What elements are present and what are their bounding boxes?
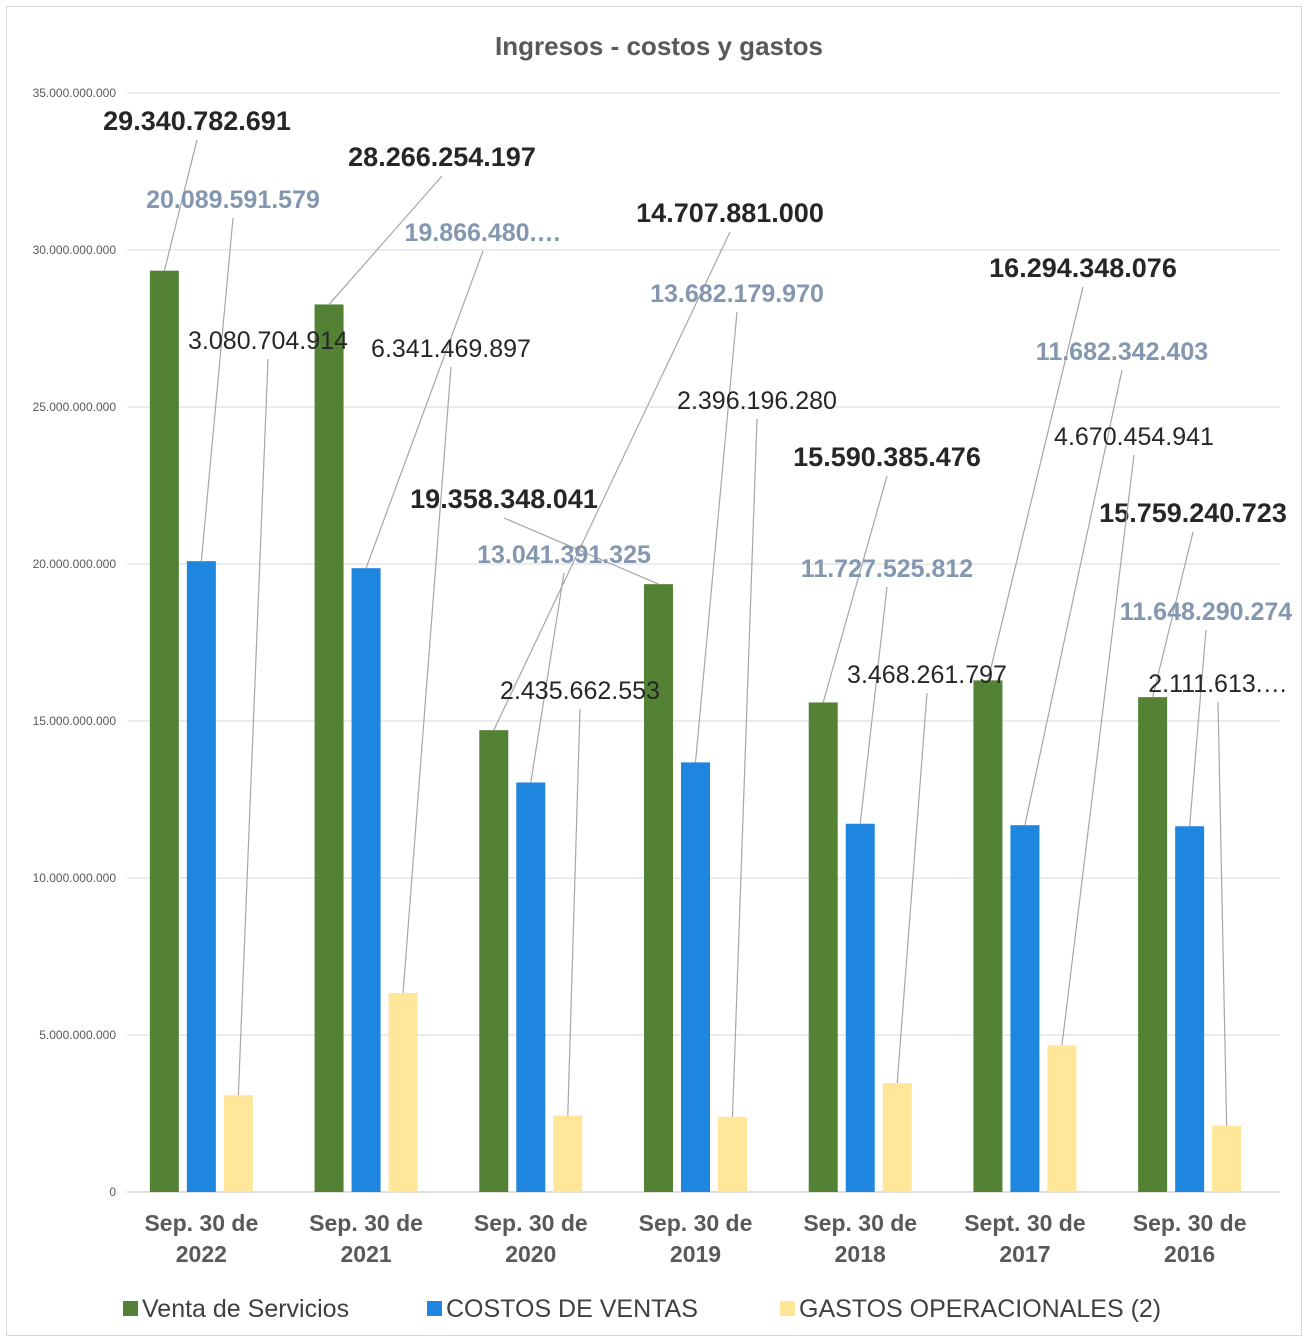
data-label: 3.080.704.914 — [188, 327, 348, 355]
data-label: 15.759.240.723 — [1099, 498, 1287, 528]
data-label: 2.435.662.553 — [500, 677, 660, 705]
bar-costos — [845, 823, 875, 1192]
chart-title: Ingresos - costos y gastos — [495, 31, 823, 61]
leader-line — [896, 692, 928, 1084]
leader-line — [200, 217, 234, 562]
leader-line — [859, 586, 888, 824]
category-label: Sep. 30 de — [1133, 1210, 1247, 1236]
data-label: 14.707.881.000 — [636, 198, 824, 228]
data-label: 3.468.261.797 — [847, 661, 1007, 689]
y-tick-label: 10.000.000.000 — [33, 871, 117, 885]
category-label: Sep. 30 de — [144, 1210, 258, 1236]
bar-venta — [808, 702, 838, 1192]
category-label: Sep. 30 de — [803, 1210, 917, 1236]
legend-swatch — [123, 1301, 138, 1316]
data-label: 13.682.179.970 — [650, 280, 824, 308]
bar-costos — [681, 762, 710, 1192]
category-label: 2022 — [176, 1241, 227, 1267]
chart-frame — [6, 6, 1302, 1336]
leader-line — [328, 175, 443, 305]
bar-venta — [479, 730, 509, 1192]
legend-label: Venta de Servicios — [142, 1295, 349, 1323]
bar-gastos — [718, 1116, 747, 1192]
category-label: Sept. 30 de — [964, 1210, 1085, 1236]
leader-line — [1024, 369, 1123, 826]
bar-gastos — [1212, 1125, 1242, 1192]
leader-line — [567, 708, 581, 1116]
data-label: 11.648.290.274 — [1120, 598, 1292, 626]
leader-line — [694, 311, 738, 763]
y-tick-label: 25.000.000.000 — [33, 400, 117, 414]
bar-costos — [1010, 825, 1040, 1192]
data-label: 15.590.385.476 — [793, 442, 981, 472]
bar-gastos — [388, 992, 418, 1192]
leader-line — [1152, 531, 1194, 698]
bar-venta — [644, 584, 673, 1192]
bar-gastos — [223, 1095, 253, 1192]
bar-costos — [516, 782, 546, 1192]
category-label: 2020 — [505, 1241, 556, 1267]
legend-swatch — [780, 1301, 795, 1316]
legend-swatch — [427, 1301, 442, 1316]
bar-costos — [186, 561, 216, 1192]
y-tick-label: 35.000.000.000 — [33, 86, 117, 100]
bar-costos — [1175, 826, 1205, 1192]
leader-line — [731, 418, 758, 1117]
leader-line — [530, 572, 565, 783]
data-label: 28.266.254.197 — [348, 142, 536, 172]
category-label: 2019 — [670, 1241, 721, 1267]
y-tick-label: 15.000.000.000 — [33, 714, 117, 728]
data-label: 2.396.196.280 — [677, 387, 837, 415]
data-label: 19.866.480.… — [404, 219, 561, 247]
data-label: 19.358.348.041 — [410, 484, 598, 514]
bar-venta — [973, 680, 1003, 1192]
leader-line — [365, 250, 484, 569]
leader-line — [987, 286, 1084, 681]
leader-line — [1061, 454, 1135, 1046]
bar-venta — [314, 304, 344, 1193]
leader-line — [1189, 629, 1207, 827]
y-tick-label: 20.000.000.000 — [33, 557, 117, 571]
bar-venta — [149, 270, 179, 1192]
data-label: 29.340.782.691 — [103, 106, 291, 136]
category-label: 2021 — [340, 1241, 391, 1267]
leader-line — [1217, 701, 1228, 1126]
legend-label: COSTOS DE VENTAS — [446, 1295, 698, 1323]
leader-line — [822, 475, 888, 703]
bar-venta — [1138, 697, 1168, 1192]
category-label: 2016 — [1164, 1241, 1215, 1267]
data-label: 4.670.454.941 — [1054, 423, 1214, 451]
y-tick-label: 5.000.000.000 — [39, 1028, 116, 1042]
category-label: Sep. 30 de — [309, 1210, 423, 1236]
data-label: 16.294.348.076 — [989, 253, 1177, 283]
bar-gastos — [882, 1083, 912, 1192]
bar-gastos — [553, 1115, 583, 1192]
data-label: 11.682.342.403 — [1036, 338, 1208, 366]
leader-line — [163, 139, 198, 271]
category-label: 2018 — [835, 1241, 886, 1267]
legend-label: GASTOS OPERACIONALES (2) — [799, 1295, 1161, 1323]
data-label: 2.111.613.… — [1148, 670, 1287, 698]
bar-costos — [351, 568, 381, 1192]
data-label: 6.341.469.897 — [371, 335, 531, 363]
y-tick-label: 30.000.000.000 — [33, 243, 117, 257]
data-label: 20.089.591.579 — [146, 186, 320, 214]
category-label: Sep. 30 de — [639, 1210, 753, 1236]
bar-gastos — [1047, 1045, 1077, 1192]
y-tick-label: 0 — [109, 1185, 116, 1199]
leader-line — [237, 358, 269, 1096]
leader-line — [493, 231, 731, 731]
data-label: 13.041.391.325 — [477, 541, 651, 569]
data-label: 11.727.525.812 — [801, 555, 973, 583]
leader-line — [503, 517, 659, 585]
leader-line — [402, 366, 452, 993]
category-label: 2017 — [999, 1241, 1050, 1267]
category-label: Sep. 30 de — [474, 1210, 588, 1236]
